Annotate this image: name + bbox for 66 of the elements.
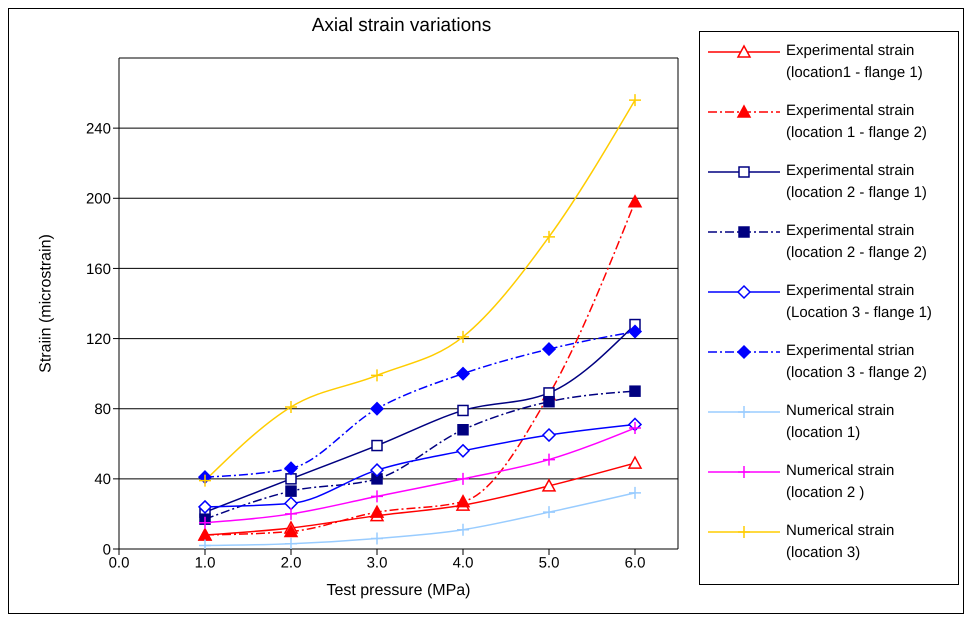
y-tick-label: 160 bbox=[86, 260, 111, 278]
point bbox=[542, 428, 556, 442]
point bbox=[284, 462, 298, 476]
point bbox=[284, 536, 298, 549]
point bbox=[628, 195, 642, 208]
legend-label: Experimental strian (location 3 - flange 2) bbox=[786, 341, 928, 383]
point bbox=[284, 496, 298, 510]
y-tick-label: 120 bbox=[86, 330, 111, 348]
point bbox=[628, 486, 642, 500]
point bbox=[629, 385, 641, 397]
point bbox=[456, 330, 470, 344]
x-axis-title: Test pressure (MPa) bbox=[326, 582, 471, 599]
point bbox=[284, 507, 298, 521]
point bbox=[371, 440, 383, 452]
legend-label: Experimental strain (Location 3 - flange 1) bbox=[786, 281, 933, 323]
point bbox=[542, 452, 556, 466]
point bbox=[628, 93, 642, 107]
legend-label: Numerical strain (location 3) bbox=[786, 521, 896, 563]
legend-label: Experimental strain (location1 - flange 1) bbox=[786, 41, 924, 83]
point bbox=[370, 490, 384, 504]
point bbox=[370, 505, 384, 518]
point bbox=[370, 463, 384, 477]
point bbox=[456, 472, 470, 486]
point bbox=[456, 494, 470, 508]
point bbox=[285, 473, 297, 485]
y-tick-label: 240 bbox=[86, 120, 111, 138]
point bbox=[628, 456, 642, 469]
legend-label: Numerical strain (location 1) bbox=[786, 401, 896, 443]
point bbox=[543, 396, 555, 408]
point bbox=[284, 400, 298, 414]
legend-label: Numerical strain (location 2 ) bbox=[786, 461, 896, 503]
legend-label: Experimental strain (location 2 - flange 2) bbox=[786, 221, 928, 263]
point bbox=[284, 524, 298, 538]
y-tick-label: 40 bbox=[94, 471, 111, 488]
point bbox=[285, 485, 297, 497]
x-tick-label: 2.0 bbox=[280, 554, 302, 572]
point bbox=[370, 368, 384, 382]
y-axis-title: Straiin (microstrain) bbox=[38, 234, 55, 373]
point bbox=[457, 404, 469, 416]
y-tick-label: 80 bbox=[94, 401, 111, 418]
point bbox=[457, 424, 469, 436]
chart-title: Axial strain variations bbox=[310, 15, 492, 37]
point bbox=[456, 366, 470, 380]
point bbox=[542, 505, 556, 519]
point bbox=[628, 324, 642, 338]
point bbox=[542, 230, 556, 244]
x-tick-label: 5.0 bbox=[538, 554, 560, 572]
point bbox=[456, 444, 470, 458]
x-tick-label: 1.0 bbox=[194, 554, 216, 572]
point bbox=[628, 421, 642, 435]
point bbox=[542, 479, 556, 492]
point bbox=[370, 402, 384, 416]
point bbox=[198, 474, 212, 488]
x-tick-label: 0.0 bbox=[108, 554, 130, 572]
y-tick-label: 0 bbox=[102, 541, 111, 558]
legend-label: Experimental strain (location 2 - flange 1) bbox=[786, 161, 928, 203]
point bbox=[542, 342, 556, 356]
point bbox=[198, 516, 212, 530]
x-tick-label: 4.0 bbox=[452, 554, 474, 572]
point bbox=[370, 532, 384, 546]
x-tick-label: 6.0 bbox=[624, 554, 646, 572]
x-tick-label: 3.0 bbox=[366, 554, 388, 572]
y-tick-label: 200 bbox=[86, 190, 111, 208]
point bbox=[198, 500, 212, 514]
point bbox=[456, 522, 470, 536]
legend-label: Experimental strain (location 1 - flange 2) bbox=[786, 101, 928, 143]
